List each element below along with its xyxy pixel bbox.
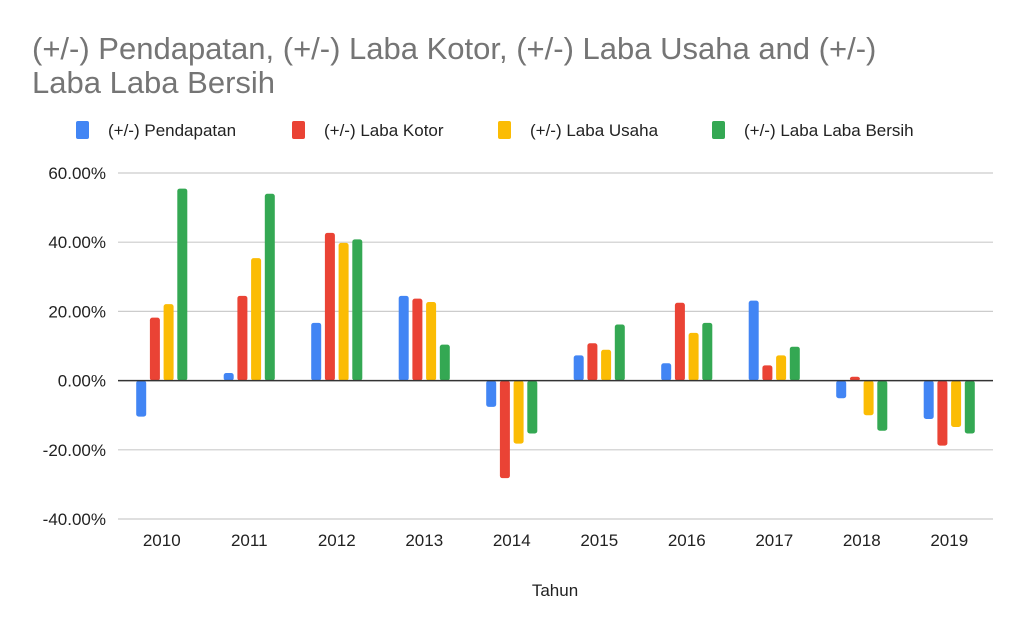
- bar-2011-series-2: [237, 295, 248, 381]
- bar-2016-series-1: [661, 363, 672, 381]
- x-tick-label: 2012: [318, 531, 356, 550]
- bar-2019-series-2: [937, 380, 948, 446]
- bar-2011-series-4: [264, 193, 275, 381]
- bar-2010-series-1: [136, 380, 147, 417]
- legend-swatch: [292, 121, 305, 139]
- bar-2016-series-2: [674, 302, 685, 381]
- bar-2018-series-1: [836, 380, 847, 399]
- y-tick-label: 20.00%: [48, 302, 106, 321]
- x-axis-ticks: 2010 2011 2012 2013 2014 2015 2016 2017 2018 2019: [143, 531, 968, 550]
- gridlines: [118, 172, 993, 520]
- bar-2015-series-2: [587, 343, 598, 381]
- x-tick-label: 2010: [143, 531, 181, 550]
- bar-2018-series-4: [877, 380, 888, 431]
- bar-2014-series-2: [499, 380, 510, 479]
- x-tick-label: 2016: [668, 531, 706, 550]
- x-tick-label: 2014: [493, 531, 531, 550]
- legend-swatch: [76, 121, 89, 139]
- bar-2014-series-4: [527, 380, 538, 434]
- bar-2018-series-3: [863, 380, 874, 416]
- x-tick-label: 2019: [930, 531, 968, 550]
- bar-2013-series-4: [439, 344, 450, 381]
- bar-2014-series-1: [486, 380, 497, 407]
- x-tick-label: 2018: [843, 531, 881, 550]
- bar-2017-series-3: [776, 355, 787, 381]
- bar-2019-series-3: [951, 380, 962, 427]
- bar-2016-series-3: [688, 332, 699, 381]
- y-tick-label: 60.00%: [48, 164, 106, 183]
- x-tick-label: 2015: [580, 531, 618, 550]
- y-axis-ticks: 60.00% 40.00% 20.00% 0.00% -20.00% -40.00%: [43, 164, 106, 529]
- bar-2019-series-4: [964, 380, 975, 434]
- chart-title-line-1: (+/-) Pendapatan, (+/-) Laba Kotor, (+/-…: [32, 31, 876, 66]
- y-tick-label: -20.00%: [43, 441, 106, 460]
- y-tick-label: 0.00%: [58, 372, 106, 391]
- bars: [136, 188, 975, 479]
- bar-2011-series-1: [223, 372, 234, 381]
- y-tick-label: -40.00%: [43, 510, 106, 529]
- bar-2019-series-1: [923, 380, 934, 420]
- bar-2015-series-4: [614, 324, 625, 381]
- x-tick-label: 2017: [755, 531, 793, 550]
- bar-2017-series-2: [762, 365, 773, 381]
- legend-swatch: [712, 121, 725, 139]
- chart-title-line-2: Laba Laba Bersih: [32, 65, 275, 100]
- bar-2017-series-4: [789, 346, 800, 381]
- bar-2015-series-3: [601, 349, 612, 381]
- bar-2017-series-1: [748, 300, 759, 381]
- bar-2018-series-2: [849, 376, 860, 381]
- bar-2014-series-3: [513, 380, 524, 444]
- bar-2010-series-2: [149, 317, 160, 381]
- legend-label: (+/-) Laba Kotor: [324, 121, 444, 140]
- legend-label: (+/-) Laba Usaha: [530, 121, 659, 140]
- legend: (+/-) Pendapatan (+/-) Laba Kotor (+/-) La…: [76, 121, 914, 140]
- bar-2011-series-3: [251, 258, 262, 381]
- bar-2010-series-3: [163, 304, 174, 381]
- bar-2012-series-1: [311, 322, 322, 381]
- legend-label: (+/-) Pendapatan: [108, 121, 236, 140]
- bar-2012-series-2: [324, 232, 335, 381]
- x-tick-label: 2013: [405, 531, 443, 550]
- legend-label: (+/-) Laba Laba Bersih: [744, 121, 914, 140]
- legend-swatch: [498, 121, 511, 139]
- bar-2013-series-1: [398, 295, 409, 381]
- x-tick-label: 2011: [231, 531, 268, 550]
- bar-2012-series-4: [352, 239, 363, 381]
- bar-2010-series-4: [177, 188, 188, 381]
- bar-2016-series-4: [702, 322, 713, 381]
- bar-2013-series-2: [412, 298, 423, 381]
- bar-2012-series-3: [338, 242, 349, 381]
- bar-2015-series-1: [573, 355, 584, 381]
- bar-2013-series-3: [426, 302, 437, 381]
- x-axis-title: Tahun: [532, 581, 578, 600]
- y-tick-label: 40.00%: [48, 233, 106, 252]
